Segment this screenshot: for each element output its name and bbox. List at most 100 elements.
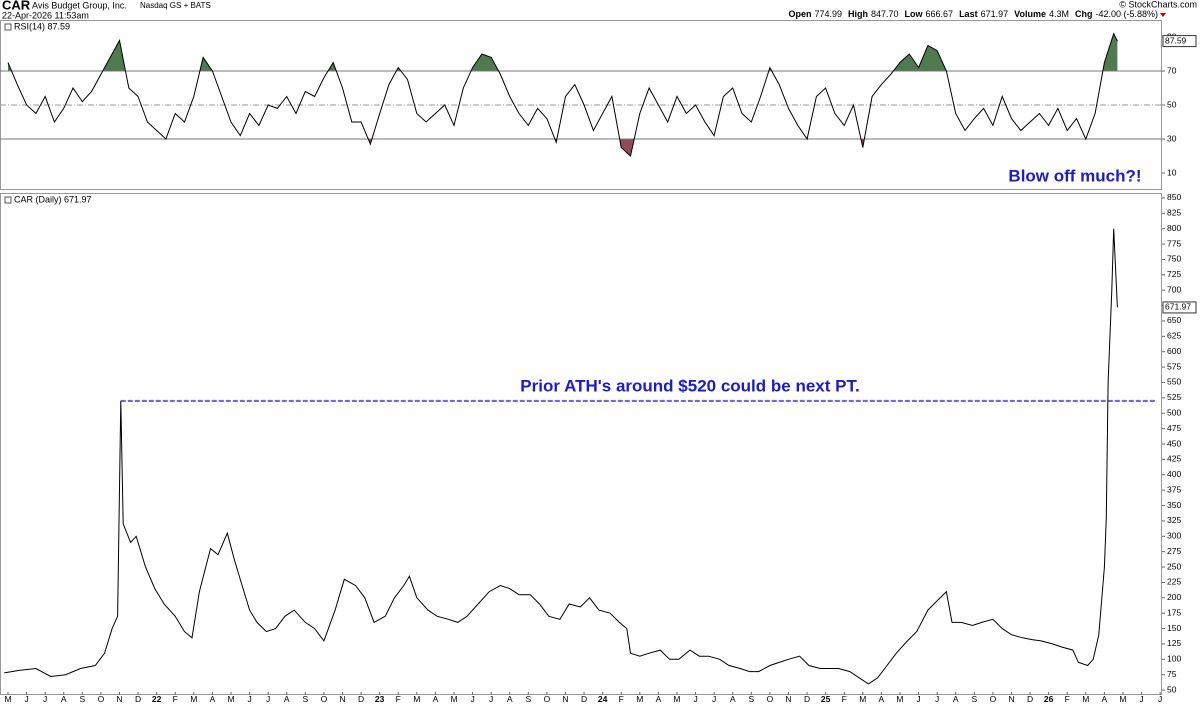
quote-value: 847.70: [871, 9, 899, 19]
x-tick-label: J: [712, 694, 716, 704]
exchange: Nasdaq GS + BATS: [140, 1, 211, 10]
y-tick-label: 300: [1167, 531, 1181, 541]
legend-icon: [4, 196, 12, 204]
series-line: [7, 32, 1118, 157]
datetime: 22-Apr-2026 11:53am: [2, 10, 89, 20]
x-tick-label: F: [619, 694, 624, 704]
y-tick-label: 400: [1167, 469, 1181, 479]
x-tick-label: A: [879, 694, 885, 704]
price-legend: CAR (Daily) 671.97: [14, 194, 92, 204]
quote-line: Open 774.99 High 847.70 Low 666.67 Last 671.97 V…: [788, 9, 1158, 19]
x-tick-label: J: [43, 694, 47, 704]
x-tick-label: O: [767, 694, 774, 704]
x-tick-label: A: [730, 694, 736, 704]
x-tick-label: N: [339, 694, 345, 704]
x-tick-label: F: [396, 694, 401, 704]
x-tick-label: O: [990, 694, 997, 704]
x-tick-label: J: [24, 694, 28, 704]
x-tick-label: J: [489, 694, 493, 704]
ticker: CAR: [2, 0, 31, 12]
quote-value: 671.97: [981, 9, 1009, 19]
last-value-label: 671.97: [1165, 302, 1191, 312]
y-tick-label: 100: [1167, 654, 1181, 664]
x-tick-label: S: [971, 694, 977, 704]
last-value-box: [1162, 35, 1197, 48]
x-tick-label: F: [842, 694, 847, 704]
x-tick-label: D: [581, 694, 587, 704]
rsi-legend: RSI(14) 87.59: [14, 21, 70, 31]
x-tick-label: 24: [598, 694, 608, 704]
y-tick-label: 225: [1167, 577, 1181, 587]
x-tick-label: A: [507, 694, 513, 704]
x-tick-label: J: [935, 694, 939, 704]
y-tick-label: 350: [1167, 500, 1181, 510]
quote-label: Chg: [1075, 9, 1093, 19]
x-tick-label: 22: [152, 694, 162, 704]
x-tick-label: J: [470, 694, 474, 704]
y-tick-label: 525: [1167, 392, 1181, 402]
quote-value: 666.67: [926, 9, 954, 19]
y-tick-label: 625: [1167, 331, 1181, 341]
y-tick-label: 200: [1167, 592, 1181, 602]
x-tick-label: J: [266, 694, 270, 704]
y-tick-label: 700: [1167, 284, 1181, 294]
x-tick-label: S: [525, 694, 531, 704]
x-tick-label: O: [321, 694, 328, 704]
x-tick-label: M: [190, 694, 197, 704]
y-tick-label: 550: [1167, 377, 1181, 387]
y-tick-label: 70: [1167, 65, 1177, 75]
x-tick-label: M: [413, 694, 420, 704]
y-tick-label: 325: [1167, 515, 1181, 525]
x-tick-label: D: [135, 694, 141, 704]
x-tick-label: M: [636, 694, 643, 704]
x-tick-label: A: [953, 694, 959, 704]
x-tick-label: F: [1065, 694, 1070, 704]
y-tick-label: 30: [1167, 133, 1177, 143]
x-tick-label: M: [4, 694, 11, 704]
y-tick-label: 575: [1167, 361, 1181, 371]
x-tick-label: A: [656, 694, 662, 704]
y-tick-label: 775: [1167, 238, 1181, 248]
x-tick-label: J: [693, 694, 697, 704]
quote-label: Open: [788, 9, 811, 19]
x-tick-label: M: [1082, 694, 1089, 704]
x-tick-label: M: [1119, 694, 1126, 704]
x-tick-label: M: [859, 694, 866, 704]
y-tick-label: 75: [1167, 669, 1177, 679]
x-tick-label: A: [210, 694, 216, 704]
y-tick-label: 50: [1167, 684, 1177, 694]
y-tick-label: 125: [1167, 638, 1181, 648]
x-tick-label: J: [247, 694, 251, 704]
x-tick-label: A: [61, 694, 67, 704]
y-tick-label: 850: [1167, 192, 1181, 202]
y-tick-label: 150: [1167, 623, 1181, 633]
x-tick-label: N: [116, 694, 122, 704]
y-tick-label: 375: [1167, 484, 1181, 494]
quote-label: Low: [905, 9, 924, 19]
x-tick-label: N: [1008, 694, 1014, 704]
annotation: Prior ATH's around $520 could be next PT…: [520, 376, 859, 395]
x-tick-label: A: [433, 694, 439, 704]
x-tick-label: A: [1102, 694, 1108, 704]
quote-label: High: [848, 9, 868, 19]
x-tick-label: D: [1027, 694, 1033, 704]
company-name: Avis Budget Group, Inc.: [32, 0, 127, 10]
quote-label: Volume: [1014, 9, 1046, 19]
x-tick-label: M: [896, 694, 903, 704]
y-tick-label: 475: [1167, 423, 1181, 433]
x-tick-label: N: [785, 694, 791, 704]
legend-icon: [4, 23, 12, 31]
price-frame: [0, 193, 1162, 695]
series-line: [4, 228, 1118, 685]
y-tick-label: 800: [1167, 223, 1181, 233]
x-tick-label: S: [748, 694, 754, 704]
down-arrow: [1160, 13, 1166, 17]
annotation: Blow off much?!: [1008, 166, 1141, 185]
source: © StockCharts.com: [1119, 0, 1197, 9]
y-tick-label: 450: [1167, 438, 1181, 448]
y-tick-label: 600: [1167, 346, 1181, 356]
quote-value: 774.99: [814, 9, 842, 19]
y-tick-label: 50: [1167, 99, 1177, 109]
x-tick-label: S: [302, 694, 308, 704]
